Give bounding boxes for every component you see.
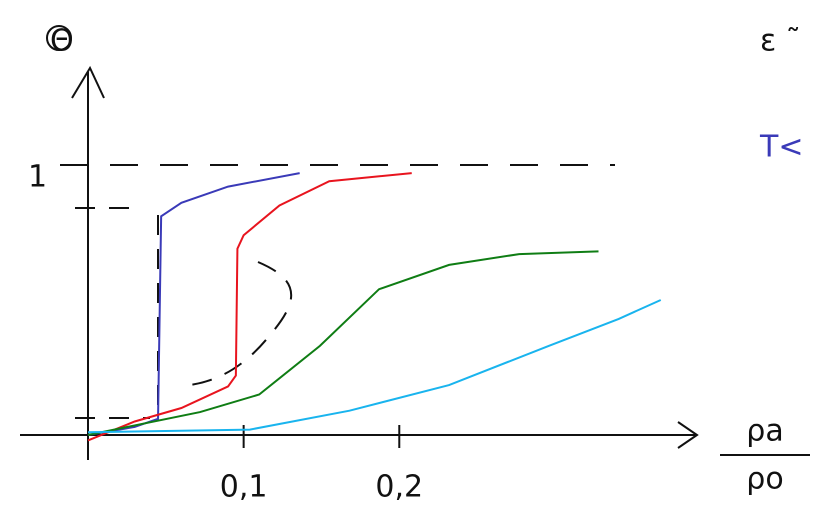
x-label-num: ρa	[746, 414, 783, 449]
series-line	[88, 300, 661, 432]
series-line	[88, 251, 599, 435]
y-label: Θ	[50, 24, 74, 59]
sketch-dashes	[75, 208, 291, 418]
axes	[20, 26, 810, 460]
y-tick-label: 1	[28, 160, 47, 195]
series-line	[88, 173, 412, 440]
dash	[190, 262, 291, 385]
series-line	[88, 173, 300, 435]
x-tick-label: 0,1	[220, 470, 268, 505]
chart: 1 Θ ρa ρo ε ˜ T< 0,1 0,2	[0, 0, 817, 519]
annotation: T<	[759, 130, 803, 165]
annotation: ε ˜	[760, 24, 801, 59]
x-tick-label: 0,2	[375, 470, 423, 505]
x-label-den: ρo	[746, 462, 783, 497]
